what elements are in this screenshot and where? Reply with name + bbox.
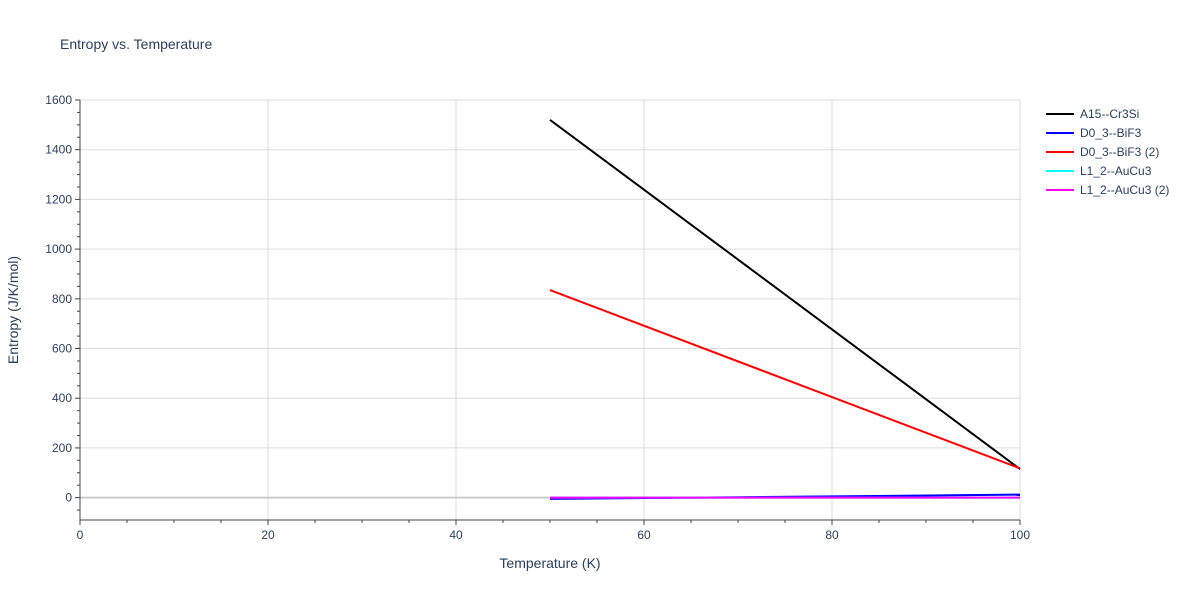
- x-axis-title: Temperature (K): [499, 555, 600, 571]
- y-axis-title: Entropy (J/K/mol): [5, 256, 21, 364]
- x-tick-label: 80: [825, 528, 839, 542]
- series-line-a15-cr3si: [550, 120, 1020, 469]
- y-tick-label: 400: [52, 391, 72, 405]
- x-tick-label: 60: [637, 528, 651, 542]
- legend-label: A15--Cr3Si: [1080, 107, 1139, 121]
- y-tick-label: 0: [65, 491, 72, 505]
- legend-label: D0_3--BiF3: [1080, 126, 1142, 140]
- legend-label: L1_2--AuCu3 (2): [1080, 183, 1169, 197]
- axis-layer: 0 20 40 60 80 1000200400600800100012001400160…: [45, 93, 1030, 542]
- x-tick-label: 40: [449, 528, 463, 542]
- y-tick-label: 600: [52, 342, 72, 356]
- series-line-d0-3-bif3-2: [550, 290, 1020, 468]
- y-tick-label: 1400: [45, 143, 72, 157]
- legend: A15--Cr3Si D0_3--BiF3 D0_3--BiF3 (2) L1_2--…: [1046, 107, 1169, 197]
- y-tick-label: 1600: [45, 93, 72, 107]
- y-tick-label: 1000: [45, 242, 72, 256]
- x-tick-label: 100: [1010, 528, 1030, 542]
- x-tick-label: 0: [77, 528, 84, 542]
- legend-label: D0_3--BiF3 (2): [1080, 145, 1159, 159]
- y-tick-label: 200: [52, 441, 72, 455]
- x-tick-label: 20: [261, 528, 275, 542]
- legend-label: L1_2--AuCu3: [1080, 164, 1152, 178]
- y-tick-label: 1200: [45, 192, 72, 206]
- series-layer: [550, 120, 1020, 499]
- grid-layer: [80, 100, 1020, 520]
- y-tick-label: 800: [52, 292, 72, 306]
